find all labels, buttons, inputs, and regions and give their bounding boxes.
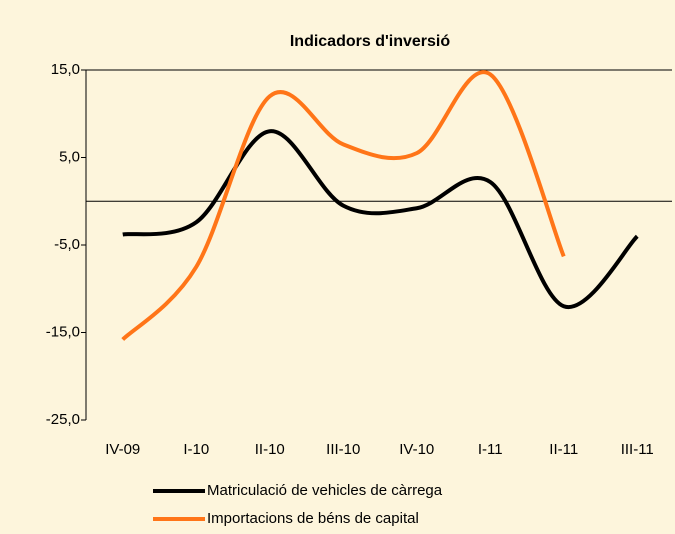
y-tick-label: 5,0 (59, 148, 80, 165)
series-line (121, 70, 566, 341)
x-tick-label: IV-09 (105, 441, 140, 458)
x-tick-label: II-10 (255, 441, 285, 458)
x-tick-label: I-11 (478, 441, 503, 458)
legend-label: Importacions de béns de capital (207, 510, 419, 527)
x-tick-label: I-10 (183, 441, 209, 458)
x-tick-label: IV-10 (399, 441, 434, 458)
y-tick-label: -25,0 (46, 411, 80, 428)
x-tick-label: II-11 (549, 441, 578, 458)
y-tick-label: -15,0 (46, 323, 80, 340)
legend-label: Matriculació de vehicles de càrrega (207, 482, 443, 499)
x-tick-label: III-10 (326, 441, 360, 458)
chart-title: Indicadors d'inversió (290, 33, 451, 50)
x-tick-label: III-11 (621, 441, 654, 458)
y-tick-label: -5,0 (54, 236, 80, 253)
series-line (122, 129, 639, 309)
y-tick-label: 15,0 (51, 61, 80, 78)
